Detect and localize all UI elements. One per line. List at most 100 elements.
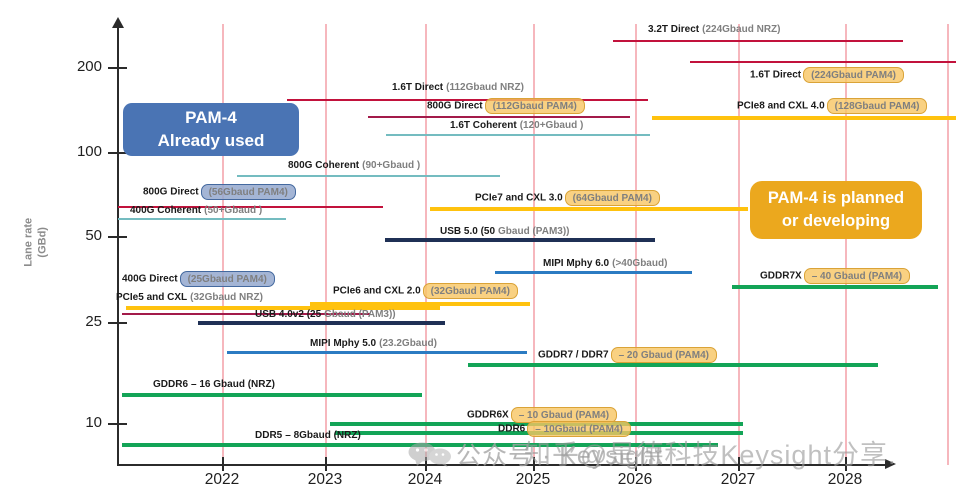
y-tick-label: 100 <box>76 143 102 160</box>
series-line-800g-direct-56 <box>118 205 383 209</box>
series-label-1_6t-direct-nrz: 1.6T Direct (112Gbaud NRZ) <box>392 82 524 93</box>
series-label-1_6t-coherent: 1.6T Coherent (120+Gbaud ) <box>450 120 583 131</box>
series-name: 800G Direct <box>143 186 199 198</box>
series-name: GDDR6 <box>153 379 189 390</box>
orange-highlight-pill: (128Gbaud PAM4) <box>826 98 928 114</box>
series-name: USB 5.0 (50 <box>440 226 496 237</box>
series-spec: (90+Gbaud ) <box>362 160 421 171</box>
series-label-400g-coherent: 400G Coherent (50+Gbaud ) <box>130 205 262 216</box>
y-tick-mark <box>108 236 127 238</box>
series-name: DDR5 <box>255 430 283 441</box>
x-tick-label: 2024 <box>407 471 443 488</box>
year-gridline <box>533 24 535 465</box>
series-label-pcie7-cxl3: PCIe7 and CXL 3.0 (64Gbaud PAM4) <box>475 190 660 206</box>
series-line-pcie5-cxl <box>126 306 440 310</box>
y-axis-title-line1: Lane rate <box>22 217 35 267</box>
series-name: GDDR6X <box>467 409 509 421</box>
year-gridline <box>947 24 949 465</box>
series-name: 400G Coherent <box>130 205 202 216</box>
series-name: DDR6 <box>498 423 526 435</box>
series-spec: (32Gbaud PAM4) <box>430 285 510 297</box>
x-tick-label: 2025 <box>515 471 551 488</box>
orange-highlight-pill: – 10Gbaud (PAM4) <box>527 421 631 437</box>
series-spec: (128Gbaud PAM4) <box>834 100 920 112</box>
series-label-800g-coherent: 800G Coherent (90+Gbaud ) <box>288 160 420 171</box>
series-label-gddr6: GDDR6– 16 Gbaud (NRZ) <box>153 379 275 390</box>
series-spec: (112Gbaud NRZ) <box>446 82 524 93</box>
orange-highlight-pill: (112Gbaud PAM4) <box>484 98 585 114</box>
series-line-3_2t-direct-nrz <box>613 39 903 43</box>
series-line-400g-coherent <box>118 217 286 221</box>
y-axis-line <box>117 26 119 466</box>
x-tick-label: 2027 <box>720 471 756 488</box>
y-tick-mark <box>108 67 127 69</box>
callout-line: PAM-4 is planned <box>767 188 905 207</box>
series-line-800g-direct-112 <box>368 115 630 119</box>
series-name: MIPI Mphy 6.0 <box>543 258 610 269</box>
series-label-gddr7x: GDDR7X – 40 Gbaud (PAM4) <box>760 268 911 284</box>
callout-line: or developing <box>781 212 891 230</box>
x-axis-arrow-icon <box>885 459 896 469</box>
y-tick-label: 10 <box>85 414 102 431</box>
series-label-usb5: USB 5.0 (50 Gbaud (PAM3)) <box>440 226 570 237</box>
callout-line: PAM-4 <box>185 107 237 127</box>
series-spec: (56Gbaud PAM4) <box>208 186 288 198</box>
x-tick-label: 2026 <box>617 471 653 488</box>
series-line-pcie8-cxl4 <box>652 116 956 120</box>
series-name: GDDR7 / DDR7 <box>538 349 609 361</box>
series-label-pcie8-cxl4: PCIe8 and CXL 4.0 (128Gbaud PAM4) <box>737 98 928 114</box>
year-gridline <box>222 24 224 465</box>
series-line-400g-direct-25 <box>122 312 370 316</box>
series-label-3_2t-direct-nrz: 3.2T Direct (224Gbaud NRZ) <box>648 24 780 35</box>
y-tick-label: 50 <box>85 227 102 244</box>
watermark-wechat-text: 公众号 · Keysight <box>456 442 664 470</box>
series-name: 1.6T Direct <box>392 82 444 93</box>
y-tick-mark <box>108 152 127 154</box>
series-spec: (25Gbaud PAM4) <box>187 273 267 285</box>
y-axis-title: Lane rate (GBd) <box>22 182 51 302</box>
series-spec: (>40Gbaud) <box>612 258 668 269</box>
series-line-pcie7-cxl3 <box>430 207 748 211</box>
blue-highlight-pill: (56Gbaud PAM4) <box>200 184 296 200</box>
series-label-800g-direct-56: 800G Direct (56Gbaud PAM4) <box>143 184 296 200</box>
y-tick-mark <box>108 423 127 425</box>
y-tick-label: 25 <box>85 313 102 330</box>
series-line-1_6t-direct-pam4 <box>690 60 956 64</box>
series-name: PCIe8 and CXL 4.0 <box>737 100 825 112</box>
x-tick-mark <box>845 457 847 471</box>
y-axis-arrow-icon <box>112 17 124 28</box>
x-tick-mark <box>325 457 327 471</box>
series-name: 800G Coherent <box>288 160 360 171</box>
series-label-pcie6-cxl2: PCIe6 and CXL 2.0 (32Gbaud PAM4) <box>333 283 518 299</box>
x-tick-mark <box>222 457 224 471</box>
series-label-800g-direct-112: 800G Direct (112Gbaud PAM4) <box>427 98 585 114</box>
series-name: 1.6T Coherent <box>450 120 517 131</box>
year-gridline <box>425 24 427 465</box>
series-label-mipi-mphy6: MIPI Mphy 6.0 (>40Gbaud) <box>543 258 667 269</box>
x-tick-label: 2023 <box>307 471 343 488</box>
series-label-usb4v2: USB 4.0v2 (25 Gbaud (PAM3)) <box>255 309 396 320</box>
series-spec: Gbaud (PAM3)) <box>498 226 570 237</box>
series-line-gddr7-ddr7 <box>468 363 878 367</box>
series-line-pcie6-cxl2 <box>310 302 530 306</box>
orange-highlight-pill: (64Gbaud PAM4) <box>564 190 660 206</box>
blue-highlight-pill: (25Gbaud PAM4) <box>179 271 275 287</box>
series-name: MIPI Mphy 5.0 <box>310 338 377 349</box>
series-spec: – 10Gbaud (PAM4) <box>535 423 623 435</box>
series-name: PCIe5 and CXL <box>116 292 188 303</box>
year-gridline <box>635 24 637 465</box>
y-axis-title-line2: (GBd) <box>37 227 49 258</box>
series-label-400g-direct-25: 400G Direct (25Gbaud PAM4) <box>122 271 275 287</box>
x-tick-label: 2028 <box>827 471 863 488</box>
callout-pam4-planned: PAM-4 is planned or developing <box>750 181 922 239</box>
series-label-pcie5-cxl: PCIe5 and CXL (32Gbaud NRZ) <box>116 292 263 303</box>
x-tick-mark <box>738 457 740 471</box>
y-tick-mark <box>108 322 127 324</box>
series-spec: (32Gbaud NRZ) <box>190 292 263 303</box>
series-spec: (224Gbaud PAM4) <box>811 69 896 81</box>
series-name: 1.6T Direct <box>750 69 802 81</box>
series-line-800g-coherent <box>237 174 500 178</box>
series-line-mipi-mphy5 <box>227 350 527 354</box>
watermark-zhihu-text: 知乎@是德科技Keysight分享. <box>524 440 897 470</box>
series-spec: – 20 Gbaud (PAM4) <box>618 349 709 361</box>
